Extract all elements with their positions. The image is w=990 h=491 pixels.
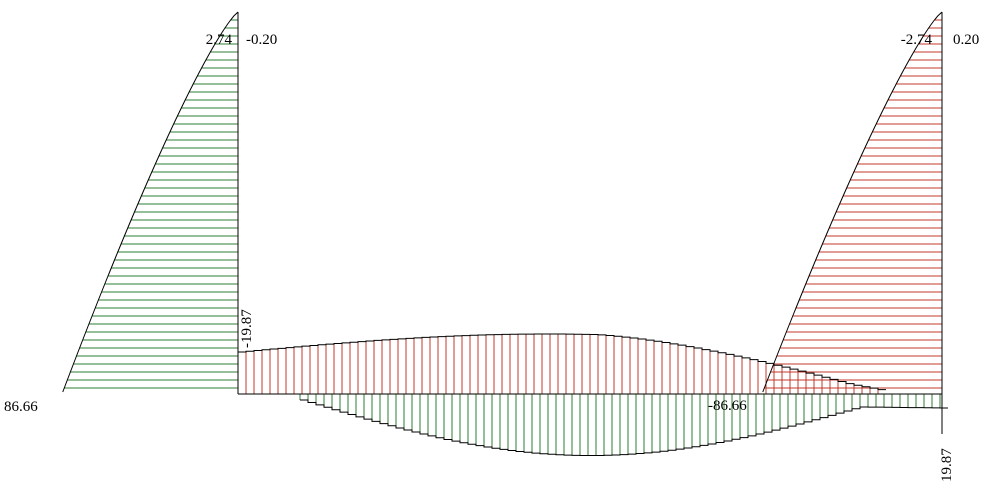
outline-layer bbox=[62, 11, 948, 457]
label-left-bottom: 86.66 bbox=[4, 399, 38, 415]
beam-lower-outline bbox=[300, 399, 948, 457]
label-right-beam-end: 19.87 bbox=[939, 448, 955, 482]
beam-upper-outline bbox=[238, 333, 886, 391]
label-left-top: 2.74 bbox=[206, 32, 233, 48]
label-right-mid: -86.66 bbox=[708, 398, 747, 414]
label-right-top: -2.74 bbox=[901, 32, 933, 48]
label-left-beam-end: -19.87 bbox=[239, 309, 255, 348]
left-diagram-outline bbox=[62, 11, 239, 393]
label-right-top-right: 0.20 bbox=[953, 32, 979, 48]
right-diagram-outline bbox=[762, 11, 943, 393]
label-left-top-right: -0.20 bbox=[246, 32, 277, 48]
hatch-layer bbox=[64, 19, 942, 456]
